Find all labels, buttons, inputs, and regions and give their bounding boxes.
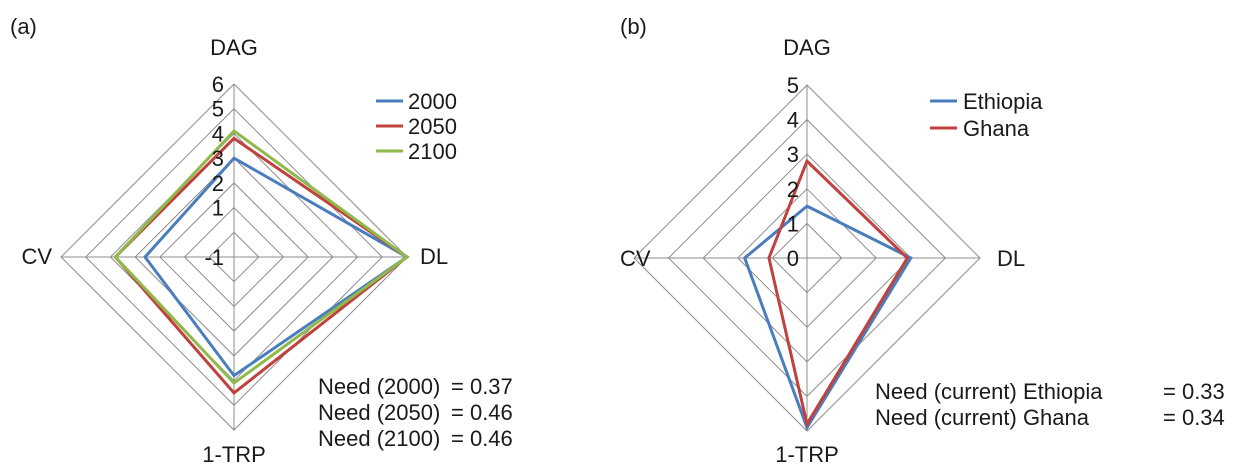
axis-label-dag: DAG: [210, 35, 258, 60]
tick-label: 3: [212, 146, 224, 171]
legend-label: 2000: [408, 89, 457, 114]
need-label: Need (2000): [318, 374, 440, 399]
tick-label: -1: [204, 245, 224, 270]
axis-label-cv: CV: [620, 246, 651, 271]
tick-label: 1: [787, 211, 799, 236]
need-label: Need (2050): [318, 400, 440, 425]
need-value: = 0.37: [451, 374, 513, 399]
need-label: Need (current) Ghana: [875, 405, 1090, 430]
panel-label: (a): [10, 14, 37, 39]
tick-label: 3: [787, 142, 799, 167]
radar-panel-b: (b) 0 1 2 3 4 5 DAG DL 1-TRP CV Ethiopia Ghana Need (…: [620, 0, 1243, 466]
radar-grid: [633, 84, 981, 432]
need-value: = 0.46: [451, 426, 513, 451]
series-ethiopia: [742, 204, 913, 431]
series-2000: [143, 156, 410, 378]
tick-label: 5: [212, 97, 224, 122]
need-annotations: Need (current) Ethiopia = 0.33 Need (curre…: [875, 379, 1225, 430]
series-ghana: [767, 158, 910, 429]
tick-label: 6: [212, 72, 224, 97]
need-label: Need (2100): [318, 426, 440, 451]
tick-label: 0: [787, 246, 799, 271]
panel-label: (b): [620, 14, 647, 39]
axis-label-1-trp: 1-TRP: [775, 442, 839, 466]
need-label: Need (current) Ethiopia: [875, 379, 1103, 404]
axis-label-dl: DL: [997, 246, 1025, 271]
legend-label: Ethiopia: [963, 89, 1043, 114]
axis-label-1-trp: 1-TRP: [202, 442, 266, 466]
series-2050: [113, 136, 410, 395]
tick-label: 4: [212, 121, 224, 146]
axis-label-dl: DL: [420, 244, 448, 269]
need-annotations: Need (2000) = 0.37 Need (2050) = 0.46 Need (…: [318, 374, 513, 451]
tick-label: 2: [212, 171, 224, 196]
legend-label: 2050: [408, 114, 457, 139]
tick-label: 4: [787, 108, 799, 133]
legend-label: 2100: [408, 139, 457, 164]
axis-label-cv: CV: [21, 244, 52, 269]
tick-label: 5: [787, 73, 799, 98]
tick-label: 1: [212, 196, 224, 221]
need-value: = 0.34: [1163, 405, 1225, 430]
radar-panel-a: (a) -1 1 2 3 4 5 6 DAG DL 1-TRP CV 2000 2050 2100 Need …: [0, 0, 620, 466]
need-value: = 0.33: [1163, 379, 1225, 404]
axis-label-dag: DAG: [783, 35, 831, 60]
legend-label: Ghana: [963, 116, 1030, 141]
series-2100: [113, 128, 410, 386]
tick-label: 2: [787, 177, 799, 202]
need-value: = 0.46: [451, 400, 513, 425]
